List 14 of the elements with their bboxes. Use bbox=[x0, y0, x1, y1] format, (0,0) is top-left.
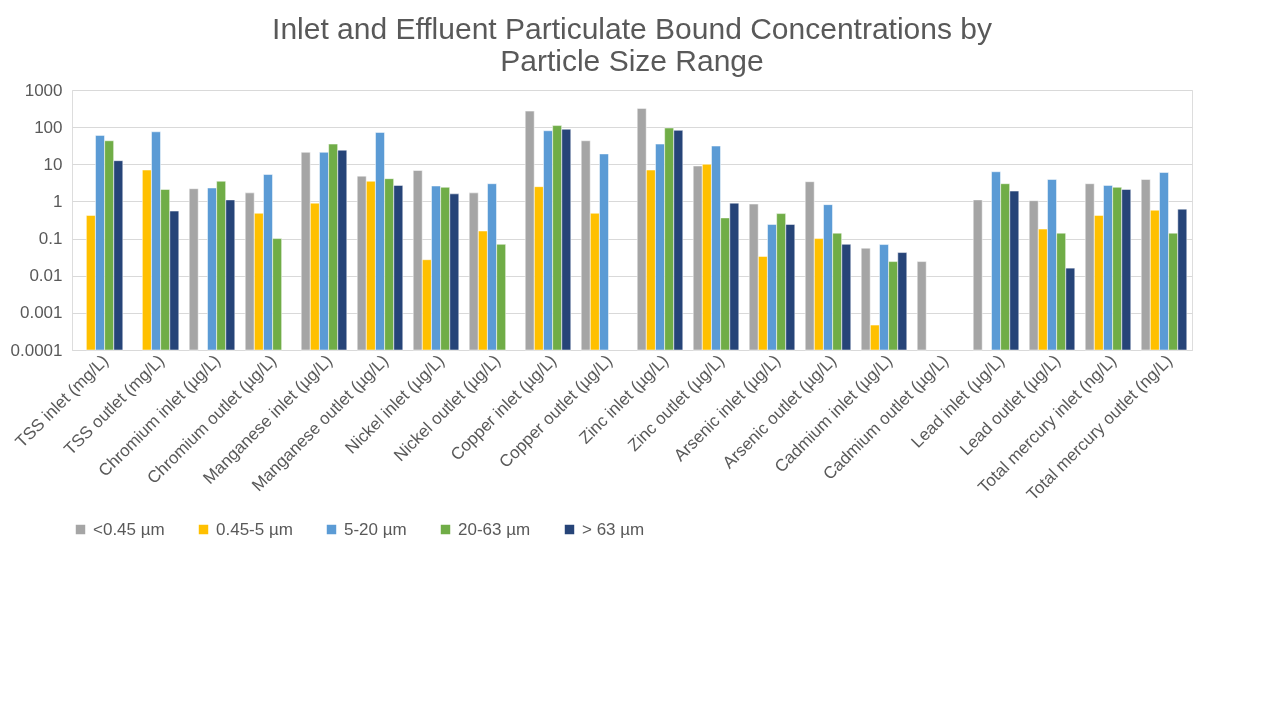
legend-label: > 63 µm bbox=[582, 519, 645, 539]
y-tick-label: 0.1 bbox=[38, 229, 63, 249]
legend-label: 0.45-5 µm bbox=[216, 519, 293, 539]
y-tick-label: 100 bbox=[34, 117, 63, 137]
y-tick-label: 0.0001 bbox=[10, 340, 63, 360]
chart-title: Inlet and Effluent Particulate Bound Concentrations by Particle Size Range bbox=[272, 12, 992, 77]
y-tick-label: 0.001 bbox=[19, 303, 63, 323]
y-tick-label: 0.01 bbox=[29, 266, 63, 286]
legend-label: 5-20 µm bbox=[344, 519, 407, 539]
y-tick-label: 1 bbox=[53, 191, 63, 211]
legend-label: <0.45 µm bbox=[93, 519, 165, 539]
y-tick-label: 10 bbox=[43, 154, 63, 174]
legend-label: 20-63 µm bbox=[458, 519, 531, 539]
y-tick-label: 1000 bbox=[24, 80, 63, 100]
